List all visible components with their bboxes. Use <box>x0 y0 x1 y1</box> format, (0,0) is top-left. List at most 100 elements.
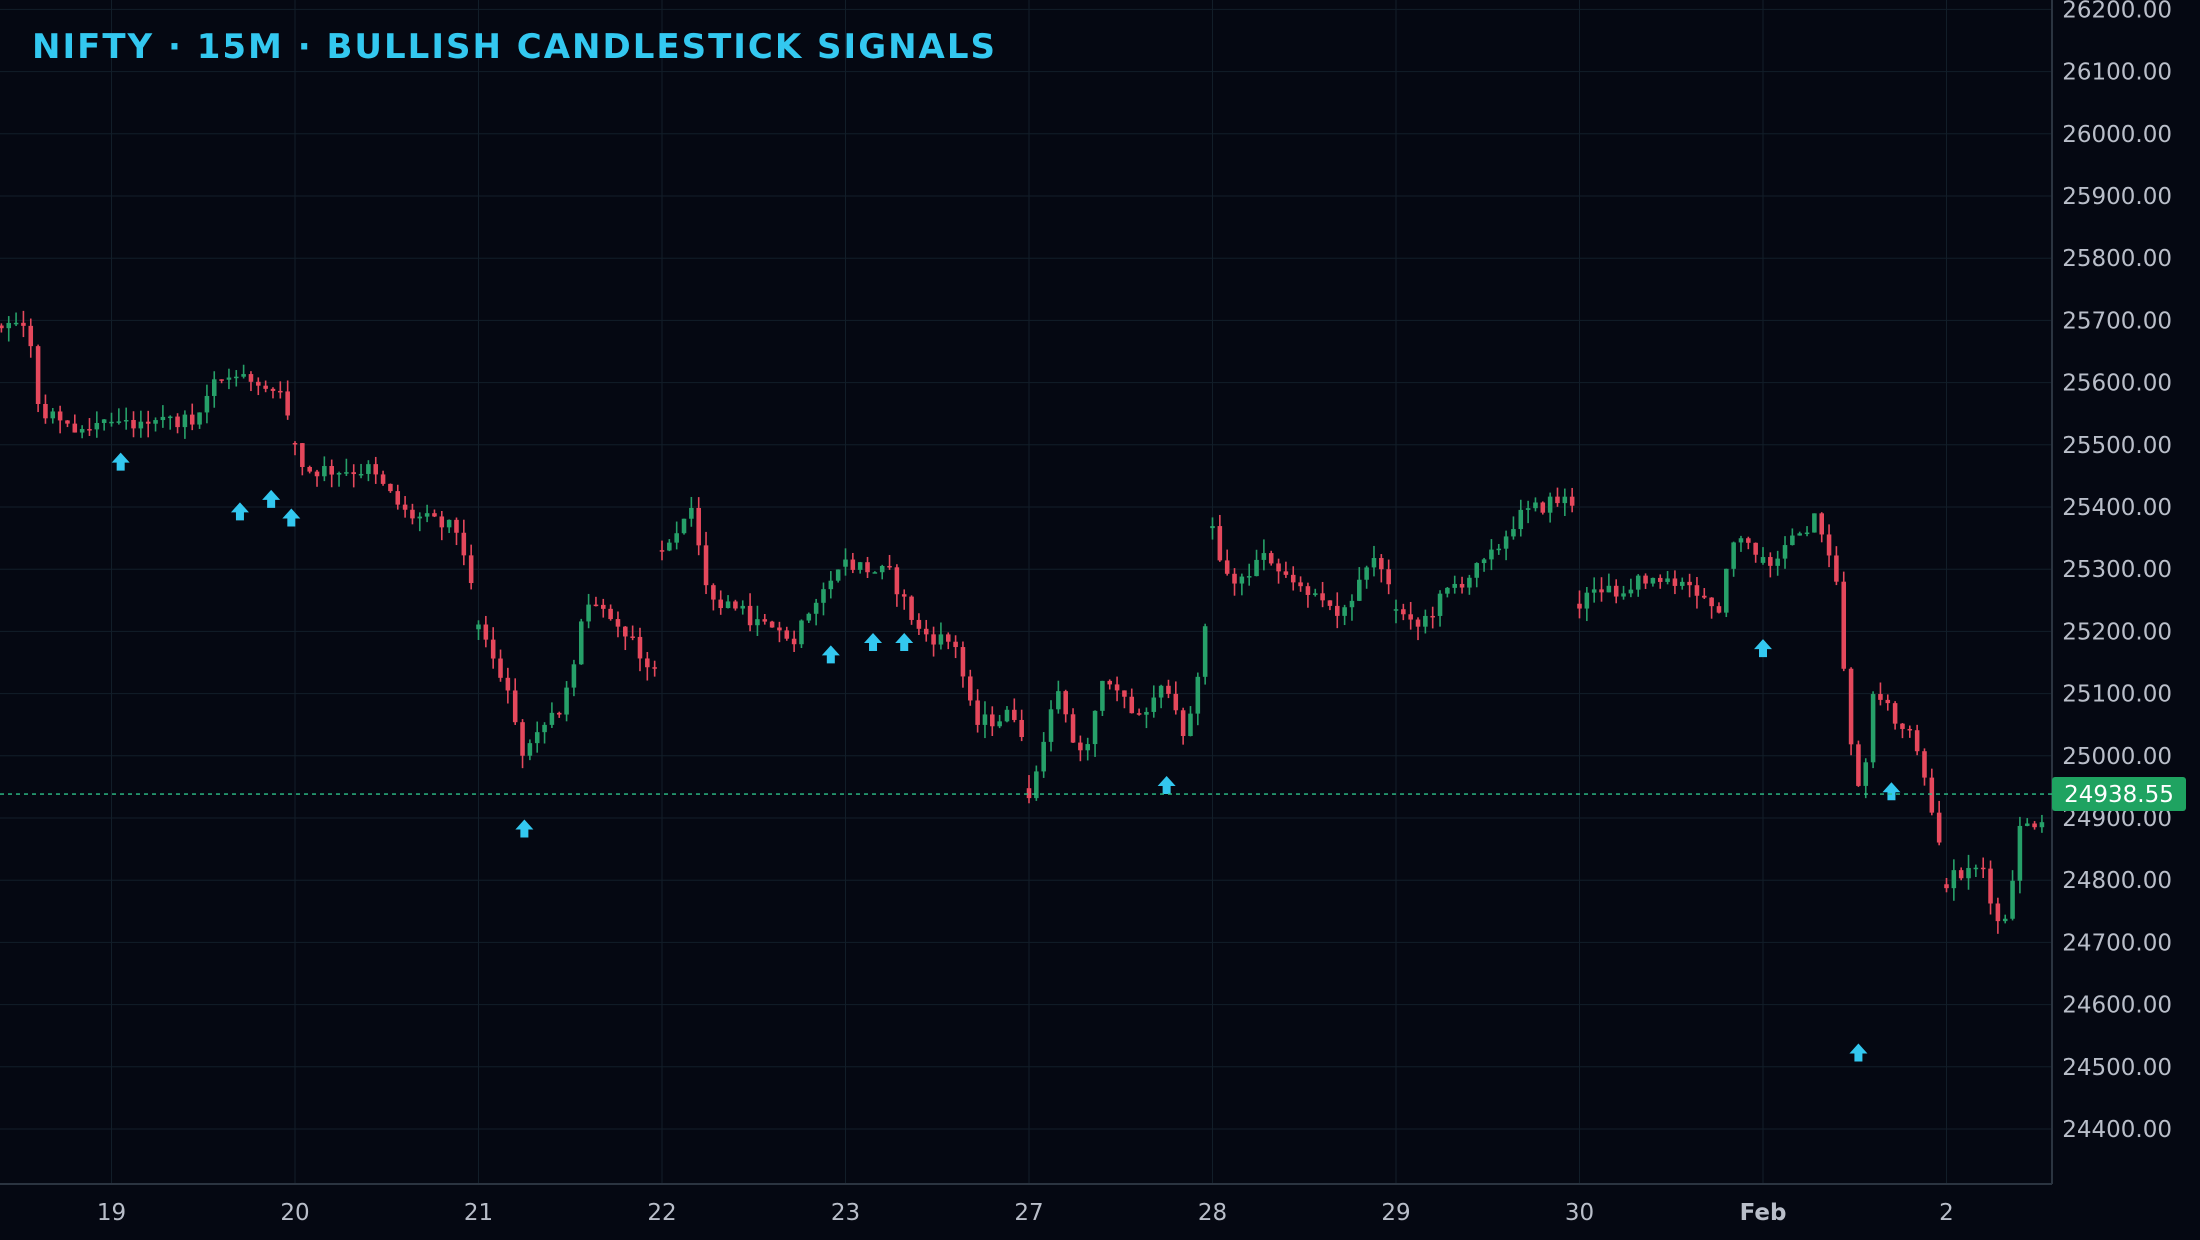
candle-up <box>1665 578 1670 582</box>
candle-down <box>1892 703 1898 724</box>
candle-up <box>1261 553 1267 560</box>
candle-up <box>1158 685 1164 698</box>
candle-up <box>6 322 12 329</box>
y-tick-label: 24600.00 <box>2062 993 2172 1019</box>
candle-down <box>292 443 298 445</box>
candle-down <box>1929 777 1935 813</box>
candle-down <box>1914 730 1920 752</box>
candle-up <box>806 613 812 621</box>
y-tick-label: 25400.00 <box>2062 495 2172 521</box>
candle-up <box>1775 558 1780 566</box>
candle-up <box>821 589 826 603</box>
candle-down <box>248 374 254 382</box>
candle-up <box>2017 825 2023 881</box>
candle-up <box>1445 587 1450 594</box>
candle-up <box>241 374 246 377</box>
x-tick-label: 2 <box>1939 1200 1954 1226</box>
candle-down <box>1379 558 1384 570</box>
candle-up <box>182 414 188 428</box>
candle-down <box>1283 571 1289 575</box>
candle-up <box>109 421 114 424</box>
candle-up <box>1621 593 1626 597</box>
y-tick-label: 26200.00 <box>2062 0 2172 23</box>
candle-down <box>1841 581 1847 669</box>
candle-up <box>167 416 173 419</box>
candle-up <box>50 411 56 419</box>
candle-down <box>1459 583 1465 588</box>
candle-up <box>1393 609 1399 611</box>
candle-up <box>226 377 232 380</box>
candle-down <box>1114 684 1120 691</box>
candle-up <box>1870 694 1876 763</box>
candle-down <box>1063 691 1068 715</box>
candle-up <box>322 466 327 477</box>
candle-down <box>1026 788 1032 799</box>
candle-up <box>2024 823 2030 826</box>
candle-down <box>483 624 489 640</box>
y-tick-label: 25700.00 <box>2062 308 2172 334</box>
candle-down <box>43 403 48 419</box>
candle-up <box>197 412 202 425</box>
candle-down <box>468 555 474 584</box>
candle-down <box>410 509 415 519</box>
candle-up <box>1085 744 1090 751</box>
bullish-signal-arrow-icon <box>1882 782 1901 801</box>
candle-up <box>1525 508 1531 510</box>
last-price-badge[interactable] <box>2052 777 2186 812</box>
candle-down <box>1019 719 1024 738</box>
candle-up <box>1547 496 1553 513</box>
y-tick-label: 25100.00 <box>2062 682 2172 708</box>
candle-down <box>395 491 401 505</box>
candle-up <box>1650 577 1656 584</box>
candle-down <box>703 545 709 586</box>
candle-up <box>564 687 569 715</box>
candle-down <box>556 712 562 715</box>
candle-down <box>461 532 467 556</box>
candle-down <box>65 420 70 424</box>
candle-up <box>1254 559 1259 577</box>
candle-down <box>1224 560 1230 574</box>
candle-up <box>1790 535 1795 546</box>
candle-up <box>799 620 804 645</box>
candle-down <box>659 550 665 552</box>
candle-down <box>1430 615 1435 618</box>
candle-up <box>1467 577 1472 588</box>
candle-down <box>1232 573 1237 584</box>
last-price-indicator[interactable]: 24938.55 <box>0 777 2186 812</box>
candle-up <box>234 376 239 379</box>
candle-up <box>1195 676 1201 714</box>
candle-up <box>857 562 863 570</box>
candle-down <box>1709 597 1714 607</box>
candle-up <box>336 472 342 475</box>
candles <box>0 310 2045 934</box>
candle-down <box>623 626 628 637</box>
candle-down <box>1298 582 1303 587</box>
candle-up <box>1246 576 1252 578</box>
candle-up <box>1584 592 1590 609</box>
bullish-signal-arrow-icon <box>1849 1043 1868 1062</box>
candle-down <box>512 690 518 723</box>
candle-down <box>1958 870 1964 879</box>
candle-up <box>79 429 85 433</box>
candle-down <box>175 416 180 428</box>
candle-down <box>718 599 723 609</box>
candle-down <box>1107 680 1113 685</box>
x-tick-label: 23 <box>831 1200 860 1226</box>
candle-down <box>777 627 782 631</box>
candle-down <box>953 641 958 648</box>
candle-down <box>21 322 26 326</box>
candle-up <box>1738 538 1744 543</box>
candle-down <box>645 658 650 668</box>
candle-down <box>711 585 716 600</box>
candle-up <box>1973 867 1979 870</box>
candle-down <box>1408 614 1413 620</box>
candle-down <box>1834 555 1839 582</box>
candle-up <box>138 421 144 429</box>
candle-up <box>740 605 746 609</box>
chart-title: NIFTY · 15M · BULLISH CANDLESTICK SIGNAL… <box>32 27 997 67</box>
last-price-label: 24938.55 <box>2064 782 2174 808</box>
candle-down <box>1555 496 1560 504</box>
candle-down <box>1988 868 1993 904</box>
candle-up <box>153 420 158 424</box>
